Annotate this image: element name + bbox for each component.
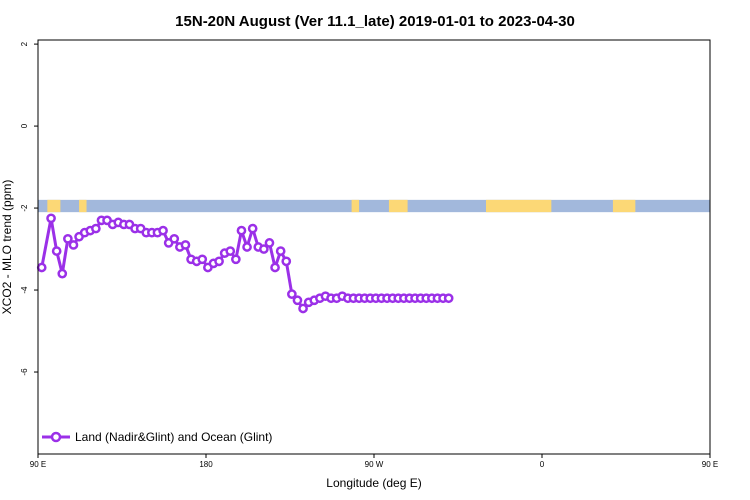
x-tick-label: 0 <box>540 460 545 469</box>
data-point <box>51 246 62 256</box>
x-tick-label: 90 E <box>30 460 46 469</box>
y-tick-label: -4 <box>20 286 29 294</box>
data-point <box>36 262 47 273</box>
land-patch <box>388 199 408 213</box>
data-point <box>275 246 286 256</box>
data-point <box>247 223 258 234</box>
data-point <box>68 240 79 250</box>
data-point <box>91 223 101 234</box>
data-point <box>292 295 303 306</box>
data-point <box>197 254 208 265</box>
data-point <box>46 213 56 224</box>
x-tick-label: 90 E <box>702 460 718 469</box>
data-point <box>443 293 454 304</box>
data-point <box>231 254 241 265</box>
legend-label: Land (Nadir&Glint) and Ocean (Glint) <box>75 430 272 444</box>
x-tick-label: 180 <box>199 460 213 469</box>
land-patch <box>486 199 552 213</box>
data-point <box>225 246 236 256</box>
data-point <box>169 233 180 244</box>
data-point <box>158 225 168 236</box>
chart-title: 15N-20N August (Ver 11.1_late) 2019-01-0… <box>175 13 575 30</box>
data-point <box>242 242 252 252</box>
data-point <box>264 238 275 248</box>
data-point <box>180 240 191 250</box>
legend: Land (Nadir&Glint) and Ocean (Glint) <box>42 430 272 444</box>
data-point <box>298 303 308 314</box>
y-tick-label: -6 <box>20 368 29 376</box>
data-point <box>57 268 68 279</box>
y-tick-label: 2 <box>20 41 29 46</box>
land-patch <box>351 199 360 213</box>
data-point <box>259 244 269 254</box>
y-tick-label: 0 <box>20 123 29 128</box>
series-layer <box>36 213 454 314</box>
ocean-band <box>38 199 710 213</box>
x-tick-label: 90 W <box>365 460 384 469</box>
y-axis: 2 0 -2 -4 -6 <box>20 41 38 376</box>
land-patch <box>79 199 87 213</box>
land-patch <box>612 199 636 213</box>
y-tick-label: -2 <box>20 204 29 212</box>
land-ocean-strip <box>38 199 710 213</box>
data-point <box>63 233 73 244</box>
data-point <box>214 256 224 267</box>
legend-marker <box>50 431 62 443</box>
x-axis-label: Longitude (deg E) <box>326 476 421 490</box>
data-point <box>270 262 280 273</box>
data-point <box>281 256 292 267</box>
plot-frame <box>37 39 711 455</box>
land-patch <box>47 199 61 213</box>
x-axis: 90 E 180 90 W 0 90 E <box>30 454 718 469</box>
data-point <box>287 289 297 299</box>
data-point <box>236 225 247 236</box>
y-axis-label: XCO2 - MLO trend (ppm) <box>0 180 14 315</box>
